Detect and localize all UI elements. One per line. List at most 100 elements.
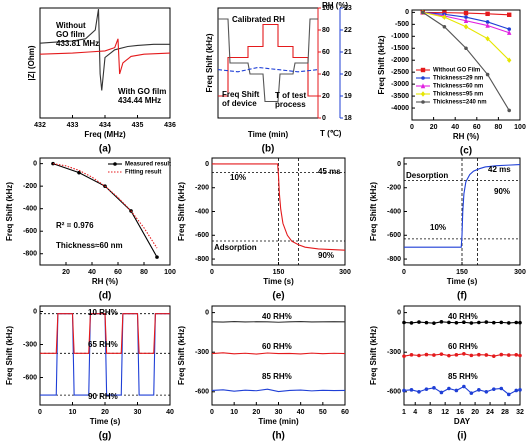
marker [492,354,496,358]
y-axis-label: Freq Shift (kHz) [177,182,186,241]
marker [439,390,444,395]
x-tick-label: 10 [69,409,77,416]
series-line [218,23,318,97]
x-tick-label: 1 [402,409,406,416]
marker [507,12,512,17]
annotation: 434.44 MHz [118,96,161,105]
marker [469,391,474,395]
annotation: 85 RH% [262,372,292,381]
annotation: 60 RH% [448,342,478,351]
marker [421,76,425,80]
y-tick-label: 0 [405,9,409,16]
y-tick-label: -600 [387,389,401,396]
x-tick-label: 300 [514,269,526,276]
y-tick-label: -1000 [391,33,409,40]
marker [417,353,421,358]
series-line [39,38,171,75]
annotation: of device [222,99,257,108]
y-axis-label: Freq Shift (kHz) [177,326,186,385]
y-axis-label: Freq Shift (kHz) [377,35,386,94]
y-axis-label: |Z| (Ohm) [27,45,36,80]
marker [499,386,504,391]
annotation: Freq Shift [222,90,260,99]
x-tick-label: 20 [252,409,260,416]
x-tick-label: 435 [132,122,144,129]
marker [417,390,421,394]
panel-label: (f) [457,291,467,302]
marker [462,320,466,325]
y2-tick-label: 80 [322,27,330,34]
marker [514,320,519,325]
y-axis-label: Freq Shift (kHz) [205,33,214,92]
x-tick-label: 60 [341,409,349,416]
x-tick-label: 28 [501,409,509,416]
x-tick-label: 20 [430,124,438,131]
y-tick-label: 0 [397,309,401,316]
y-tick-label: -3500 [391,93,409,100]
series-line [218,18,318,103]
marker [432,321,436,325]
panel-label: (e) [272,291,284,302]
x-tick-label: 0 [410,124,414,131]
y3-tick-label: 21 [344,49,352,56]
y-tick-label: -200 [23,183,37,190]
y-tick-label: -800 [23,251,37,258]
annotation: 90 RH% [88,392,118,401]
x-axis-label: Time (s) [90,417,121,426]
annotation: 10% [430,223,446,232]
x-tick-label: 20 [62,269,70,276]
marker [469,321,474,325]
legend-label: Thickness=95 nm [433,92,483,98]
x-tick-label: 50 [319,409,327,416]
annotation: process [275,100,306,109]
marker [409,353,414,357]
marker [485,11,490,17]
y-tick-label: -400 [195,208,209,215]
marker [506,392,511,397]
panel-label: (h) [272,431,285,442]
marker [484,353,489,357]
marker [485,35,490,42]
marker [420,91,426,97]
y-tick-label: -200 [387,185,401,192]
x-tick-label: 100 [164,269,176,276]
marker [402,320,406,325]
annotation: GO film [56,30,85,39]
annotation: R² = 0.976 [56,221,94,230]
x-tick-label: 0 [210,409,214,416]
marker [421,100,425,104]
y-tick-label: 0 [205,161,209,168]
legend-label: Thickness=240 nm [433,100,487,106]
marker [417,320,421,324]
marker [409,321,414,325]
plot-frame [411,9,521,121]
annotation: 60 RH% [262,342,292,351]
annotation: Desorption [406,171,448,180]
x-tick-label: 24 [486,409,494,416]
marker [477,388,481,392]
y2-tick-label: 60 [322,49,330,56]
x-tick-label: 16 [456,409,464,416]
legend-label: Thickness=29 nm [433,76,483,82]
marker [421,10,425,15]
series-line [52,163,158,249]
annotation: Calibrated RH [232,15,285,24]
panel-label: (b) [262,144,275,155]
marker [402,388,406,393]
x-tick-label: 40 [451,124,459,131]
marker [507,30,512,35]
series-line [211,352,346,355]
x-tick-label: 150 [456,269,468,276]
x-tick-label: 433 [67,122,79,129]
x-tick-label: 30 [134,409,142,416]
x-tick-label: 0 [38,409,42,416]
annotation: With GO film [118,87,166,96]
series-line [217,66,319,73]
marker [484,390,489,394]
panel-label: (i) [457,431,466,442]
y-tick-label: 0 [397,161,401,168]
y2-tick-label: 0 [322,115,326,122]
y-tick-label: -800 [387,256,401,263]
y-tick-label: -600 [23,374,37,381]
marker [464,46,468,51]
